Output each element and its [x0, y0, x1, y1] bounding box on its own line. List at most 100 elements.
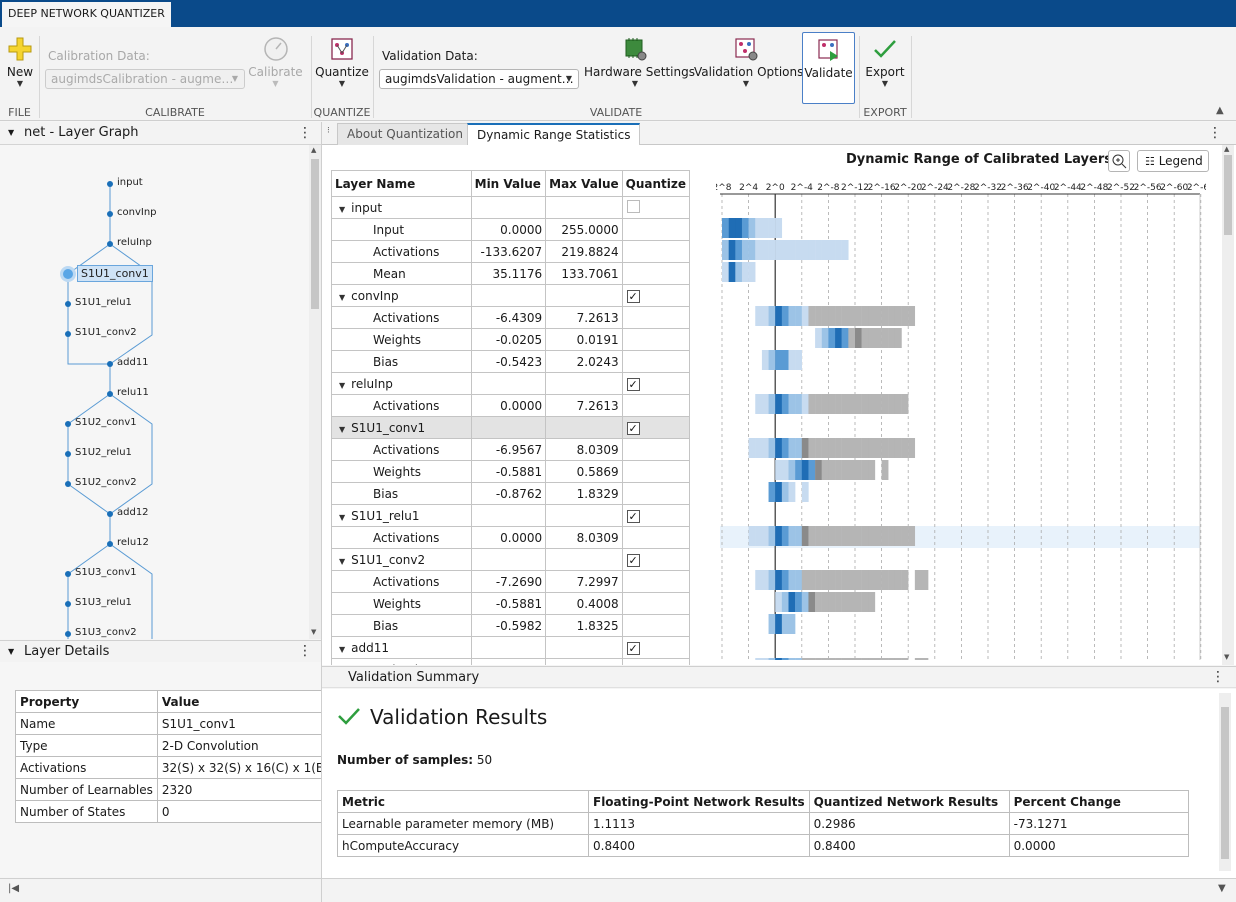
graph-node-add12[interactable]: add12 — [117, 507, 149, 518]
validation-data-dropdown[interactable]: augimdsValidation - augment… ▼ — [379, 69, 579, 89]
validation-options-button[interactable]: Validation Options ▼ — [694, 36, 803, 98]
more-options-icon[interactable]: ⋮ — [298, 125, 312, 141]
table-row[interactable]: Bias -0.5423 2.0243 — [331, 350, 691, 373]
table-row[interactable]: Activations 0.0000 7.2613 — [331, 394, 691, 417]
graph-node-dot[interactable] — [107, 241, 113, 247]
layer-group-row[interactable]: ▼ input — [331, 196, 691, 219]
quantize-checkbox[interactable] — [626, 199, 640, 213]
chart-scrollbar[interactable]: ▲ ▼ — [1222, 145, 1234, 665]
collapse-left-icon[interactable]: |◀ — [8, 883, 20, 894]
graph-node-dot[interactable] — [107, 541, 113, 547]
quantize-checkbox[interactable]: ✓ — [626, 377, 640, 391]
graph-node-add11[interactable]: add11 — [117, 357, 149, 368]
expand-icon[interactable]: ▼ — [339, 424, 346, 434]
graph-node-dot[interactable] — [107, 211, 113, 217]
graph-node-dot[interactable] — [65, 481, 71, 487]
drag-handle-icon[interactable]: ⁝ — [327, 126, 330, 136]
graph-node-dot[interactable] — [65, 571, 71, 577]
graph-node-dot[interactable] — [65, 301, 71, 307]
collapse-ribbon-icon[interactable]: ▲ — [1216, 105, 1224, 116]
legend-button[interactable]: ☷ Legend — [1137, 150, 1209, 172]
quantize-checkbox[interactable]: ✓ — [626, 421, 640, 435]
graph-node-S1U2_relu1[interactable]: S1U2_relu1 — [75, 447, 132, 458]
table-row[interactable]: Weights -0.5881 0.5869 — [331, 460, 691, 483]
layer-group-row[interactable]: ▼ add11 ✓ — [331, 636, 691, 659]
quantize-checkbox[interactable]: ✓ — [626, 509, 640, 523]
graph-node-S1U1_relu1[interactable]: S1U1_relu1 — [75, 297, 132, 308]
more-options-icon[interactable]: ⋮ — [1211, 669, 1225, 685]
graph-node-dot[interactable] — [63, 269, 73, 279]
expand-icon[interactable]: ▼ — [339, 512, 346, 522]
graph-node-dot[interactable] — [65, 331, 71, 337]
graph-node-dot[interactable] — [65, 421, 71, 427]
validate-button[interactable]: Validate — [802, 32, 855, 104]
graph-node-dot[interactable] — [65, 631, 71, 637]
collapse-icon[interactable]: ▼ — [8, 128, 15, 137]
layer-group-row[interactable]: ▼ S1U1_conv1 ✓ — [331, 416, 691, 439]
table-row[interactable]: Input 0.0000 255.0000 — [331, 218, 691, 241]
expand-icon[interactable]: ▼ — [339, 380, 346, 390]
graph-node-dot[interactable] — [107, 181, 113, 187]
expand-icon[interactable]: ▼ — [339, 204, 346, 214]
collapse-icon[interactable]: ▼ — [8, 647, 15, 656]
graph-node-relu12[interactable]: relu12 — [117, 537, 149, 548]
quantize-checkbox[interactable]: ✓ — [626, 553, 640, 567]
range-bin — [761, 306, 769, 326]
hardware-settings-button[interactable]: Hardware Settings ▼ — [584, 36, 695, 98]
expand-icon[interactable]: ▼ — [339, 644, 346, 654]
table-row[interactable]: Activations 0.0000 8.0309 — [331, 526, 691, 549]
tab-dynamic-range[interactable]: Dynamic Range Statistics — [467, 123, 641, 146]
graph-node-S1U1_conv1[interactable]: S1U1_conv1 — [77, 265, 153, 282]
table-row[interactable]: Mean 35.1176 133.7061 — [331, 262, 691, 285]
table-row[interactable]: Bias -0.5982 1.8325 — [331, 614, 691, 637]
new-button[interactable]: New ▼ — [4, 36, 36, 98]
export-button[interactable]: Export ▼ — [862, 36, 908, 98]
layer-group-row[interactable]: ▼ convInp ✓ — [331, 284, 691, 307]
table-row[interactable]: Activations -7.2690 7.2997 — [331, 570, 691, 593]
graph-node-input[interactable]: input — [117, 177, 143, 188]
table-row[interactable]: Weights -0.5881 0.4008 — [331, 592, 691, 615]
graph-scrollbar[interactable]: ▲ ▼ — [309, 145, 321, 639]
graph-node-dot[interactable] — [65, 451, 71, 457]
quantize-checkbox[interactable]: ✓ — [626, 641, 640, 655]
table-row[interactable]: Activations -7.269011.3325 — [331, 658, 691, 665]
zoom-button[interactable] — [1108, 150, 1130, 172]
expand-down-icon[interactable]: ▼ — [1218, 883, 1226, 894]
validation-scrollbar[interactable] — [1219, 693, 1231, 871]
layer-group-row[interactable]: ▼ S1U1_conv2 ✓ — [331, 548, 691, 571]
quantize-checkbox[interactable]: ✓ — [626, 289, 640, 303]
graph-node-convInp[interactable]: convInp — [117, 207, 157, 218]
app-tab[interactable]: DEEP NETWORK QUANTIZER — [2, 2, 171, 27]
graph-node-S1U3_relu1[interactable]: S1U3_relu1 — [75, 597, 132, 608]
expand-icon[interactable]: ▼ — [339, 556, 346, 566]
range-bin — [901, 658, 909, 660]
table-row[interactable]: Activations -6.9567 8.0309 — [331, 438, 691, 461]
graph-node-S1U3_conv1[interactable]: S1U3_conv1 — [75, 567, 137, 578]
graph-node-dot[interactable] — [107, 361, 113, 367]
graph-node-S1U3_conv2[interactable]: S1U3_conv2 — [75, 627, 137, 638]
graph-node-relu11[interactable]: relu11 — [117, 387, 149, 398]
layer-graph-canvas[interactable]: input convInp reluInp S1U1_conv1 S1U1_relu1 S… — [0, 145, 309, 639]
range-bin — [835, 438, 842, 458]
range-bin — [841, 438, 849, 458]
expand-icon[interactable]: ▼ — [339, 292, 346, 302]
table-row[interactable]: Bias -0.8762 1.8329 — [331, 482, 691, 505]
table-row[interactable]: Activations -6.4309 7.2613 — [331, 306, 691, 329]
tab-about-quantization[interactable]: About Quantization — [337, 123, 473, 145]
more-options-icon[interactable]: ⋮ — [1208, 125, 1222, 141]
layer-group-row[interactable]: ▼ reluInp ✓ — [331, 372, 691, 395]
graph-node-S1U2_conv1[interactable]: S1U2_conv1 — [75, 417, 137, 428]
graph-node-dot[interactable] — [65, 601, 71, 607]
table-row[interactable]: Activations -133.6207 219.8824 — [331, 240, 691, 263]
calibration-data-dropdown[interactable]: augimdsCalibration - augme… ▼ — [45, 69, 245, 89]
layer-group-row[interactable]: ▼ S1U1_relu1 ✓ — [331, 504, 691, 527]
table-row[interactable]: Weights -0.0205 0.0191 — [331, 328, 691, 351]
calibrate-button[interactable]: Calibrate ▼ — [248, 36, 303, 98]
more-options-icon[interactable]: ⋮ — [298, 643, 312, 659]
graph-node-S1U1_conv2[interactable]: S1U1_conv2 — [75, 327, 137, 338]
graph-node-S1U2_conv2[interactable]: S1U2_conv2 — [75, 477, 137, 488]
graph-node-dot[interactable] — [107, 511, 113, 517]
quantize-button[interactable]: Quantize ▼ — [314, 36, 370, 98]
graph-node-dot[interactable] — [107, 391, 113, 397]
graph-node-reluInp[interactable]: reluInp — [117, 237, 152, 248]
